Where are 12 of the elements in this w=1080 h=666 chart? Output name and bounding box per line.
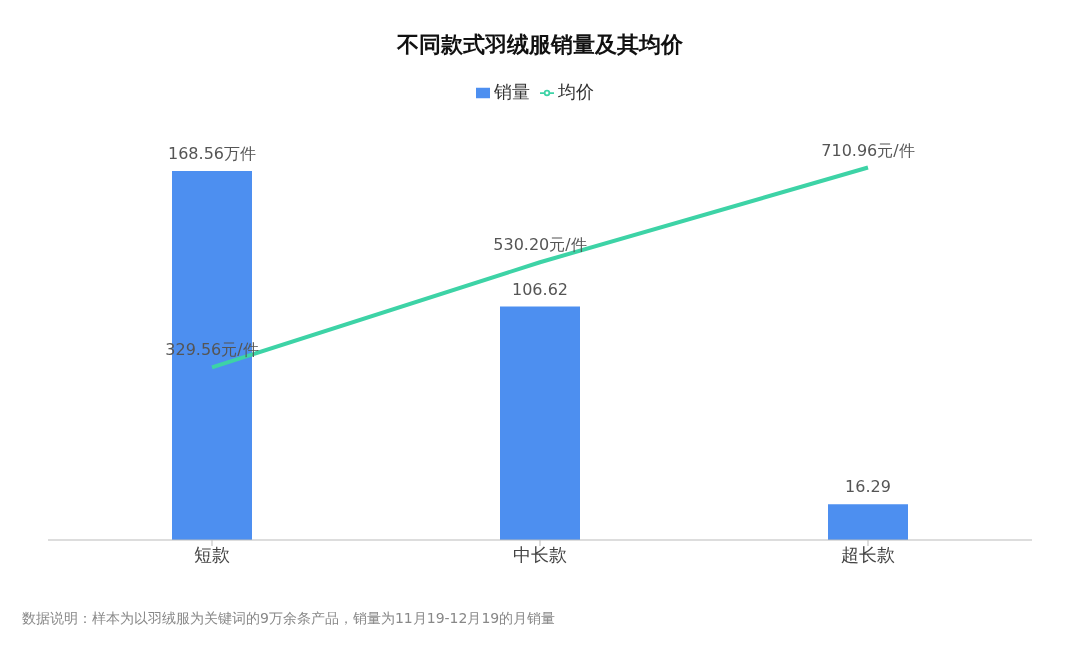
data-label: 710.96元/件: [821, 140, 915, 160]
legend-label: 均价: [558, 81, 594, 102]
data-label: 16.29: [845, 477, 891, 497]
text: 数据说明：样本为以羽绒服为关键词的9万余条产品，销量为11月19-12月19的月销量: [22, 610, 557, 628]
data-label: 530.20元/件: [493, 235, 587, 255]
x-tick-label: 中长款: [513, 543, 567, 565]
data-label: 168.56万件: [168, 143, 256, 163]
legend-label: 销量: [494, 81, 530, 102]
data-label: 106.62: [512, 279, 568, 299]
chart-title: 不同款式羽绒服销量及其均价: [396, 31, 684, 59]
x-tick-label: 短款: [194, 543, 230, 565]
x-tick-label: 超长款: [841, 543, 895, 565]
